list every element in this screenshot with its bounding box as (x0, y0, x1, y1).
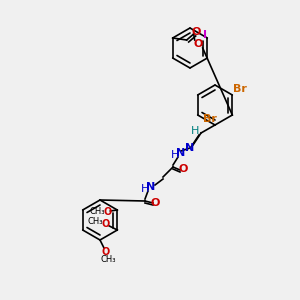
Text: H: H (141, 184, 149, 194)
Text: O: O (192, 27, 201, 37)
Text: H: H (171, 150, 179, 160)
Text: N: N (146, 182, 156, 192)
Text: O: O (194, 39, 203, 49)
Text: CH₃: CH₃ (90, 208, 105, 217)
Text: H: H (191, 126, 199, 136)
Text: N: N (176, 148, 186, 158)
Text: O: O (103, 207, 111, 217)
Text: Br: Br (203, 114, 217, 124)
Text: O: O (102, 247, 110, 257)
Text: O: O (101, 219, 110, 229)
Text: O: O (178, 164, 188, 174)
Text: CH₃: CH₃ (88, 218, 103, 226)
Text: I: I (203, 30, 207, 40)
Text: O: O (150, 198, 160, 208)
Text: N: N (185, 143, 195, 153)
Text: CH₃: CH₃ (100, 256, 116, 265)
Text: Br: Br (233, 84, 247, 94)
